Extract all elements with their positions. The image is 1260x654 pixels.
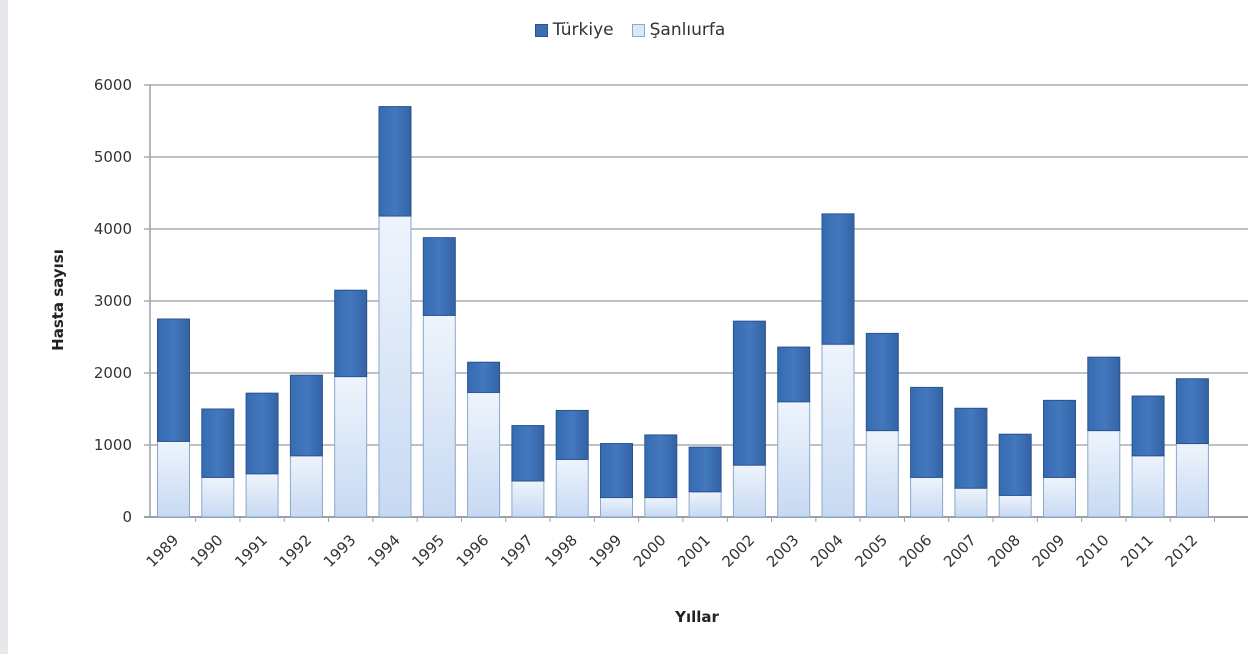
y-tick-label: 6000 xyxy=(94,76,132,94)
bar-sanliurfa xyxy=(422,314,456,518)
bar-sanliurfa xyxy=(1043,476,1076,518)
y-tick-label: 2000 xyxy=(94,364,132,382)
x-tick-label: 2007 xyxy=(940,531,980,571)
x-tick-label: 1991 xyxy=(231,531,271,571)
bar-sanliurfa xyxy=(732,464,766,518)
bar-turkiye xyxy=(378,106,412,217)
bar-sanliurfa xyxy=(1131,455,1165,518)
y-tick-label: 0 xyxy=(122,508,132,526)
x-tick-label: 2010 xyxy=(1073,531,1113,571)
x-tick-label: 1999 xyxy=(586,531,626,571)
x-tick-label: 1995 xyxy=(408,531,448,571)
bar-turkiye xyxy=(422,237,456,316)
x-tick-label: 2003 xyxy=(763,531,803,571)
bar-turkiye xyxy=(688,446,722,493)
legend-label-sanliurfa: Şanlıurfa xyxy=(649,20,726,40)
bar-turkiye xyxy=(157,318,190,442)
x-tick-label: 2008 xyxy=(984,531,1024,571)
bar-sanliurfa xyxy=(289,455,323,518)
bar-turkiye xyxy=(777,346,811,403)
left-edge xyxy=(0,0,8,654)
x-tick-label: 1998 xyxy=(541,531,581,571)
x-tick-label: 1993 xyxy=(320,531,360,571)
x-tick-label: 2009 xyxy=(1029,531,1069,571)
x-tick-label: 2000 xyxy=(630,531,670,571)
x-tick-label: 1994 xyxy=(364,531,404,571)
bar-sanliurfa xyxy=(821,343,855,518)
bar-sanliurfa xyxy=(688,491,722,518)
bar-turkiye xyxy=(954,407,988,489)
bar-turkiye xyxy=(334,289,368,378)
bar-sanliurfa xyxy=(1087,430,1121,518)
bar-sanliurfa xyxy=(378,215,412,518)
x-tick-label: 1990 xyxy=(187,531,227,571)
x-tick-label: 1996 xyxy=(453,531,493,571)
y-tick-label: 1000 xyxy=(94,436,132,454)
bar-turkiye xyxy=(245,392,279,475)
bar-sanliurfa xyxy=(157,440,190,518)
bar-turkiye xyxy=(1175,378,1209,445)
chart-legend: Türkiye Şanlıurfa xyxy=(0,20,1260,40)
bar-turkiye xyxy=(555,409,589,460)
x-tick-label: 1992 xyxy=(275,531,315,571)
bar-turkiye xyxy=(201,408,235,478)
legend-swatch-sanliurfa xyxy=(631,23,645,37)
bar-turkiye xyxy=(1043,399,1076,478)
legend-label-turkiye: Türkiye xyxy=(552,20,614,40)
bar-sanliurfa xyxy=(644,497,678,518)
bar-turkiye xyxy=(910,386,944,478)
bar-sanliurfa xyxy=(201,476,235,518)
x-axis-title: Yıllar xyxy=(674,608,719,626)
bar-sanliurfa xyxy=(245,473,279,518)
bar-turkiye xyxy=(998,433,1032,496)
bar-sanliurfa xyxy=(555,458,589,518)
x-tick-label: 2005 xyxy=(851,531,891,571)
y-axis-title: Hasta sayısı xyxy=(49,249,67,351)
bar-sanliurfa xyxy=(910,476,944,518)
bar-turkiye xyxy=(289,374,323,457)
x-tick-label: 2002 xyxy=(718,531,758,571)
bar-sanliurfa xyxy=(334,376,368,518)
bar-turkiye xyxy=(732,320,766,466)
legend-swatch-turkiye xyxy=(534,23,548,37)
y-tick-label: 3000 xyxy=(94,292,132,310)
bar-sanliurfa xyxy=(865,430,899,518)
bar-turkiye xyxy=(600,443,633,499)
bar-sanliurfa xyxy=(998,494,1032,518)
x-tick-label: 2011 xyxy=(1117,531,1157,571)
bar-turkiye xyxy=(1131,395,1165,457)
bar-sanliurfa xyxy=(954,487,988,518)
legend-item-turkiye: Türkiye xyxy=(534,20,614,40)
bar-sanliurfa xyxy=(511,480,545,518)
x-tick-label: 1989 xyxy=(143,531,183,571)
bar-sanliurfa xyxy=(600,497,633,518)
bar-turkiye xyxy=(467,361,501,393)
bar-turkiye xyxy=(511,425,545,482)
x-tick-label: 2001 xyxy=(674,531,714,571)
bar-sanliurfa xyxy=(1175,443,1209,518)
y-tick-label: 5000 xyxy=(94,148,132,166)
legend-item-sanliurfa: Şanlıurfa xyxy=(631,20,726,40)
x-tick-label: 1997 xyxy=(497,531,537,571)
bar-turkiye xyxy=(821,213,855,345)
bar-turkiye xyxy=(1087,356,1121,432)
x-tick-label: 2004 xyxy=(807,531,847,571)
bar-turkiye xyxy=(644,434,678,499)
x-tick-label: 2006 xyxy=(896,531,936,571)
bar-turkiye xyxy=(865,332,899,432)
bar-sanliurfa xyxy=(467,391,501,518)
y-tick-label: 4000 xyxy=(94,220,132,238)
bar-sanliurfa xyxy=(777,401,811,518)
x-tick-label: 2012 xyxy=(1161,531,1201,571)
